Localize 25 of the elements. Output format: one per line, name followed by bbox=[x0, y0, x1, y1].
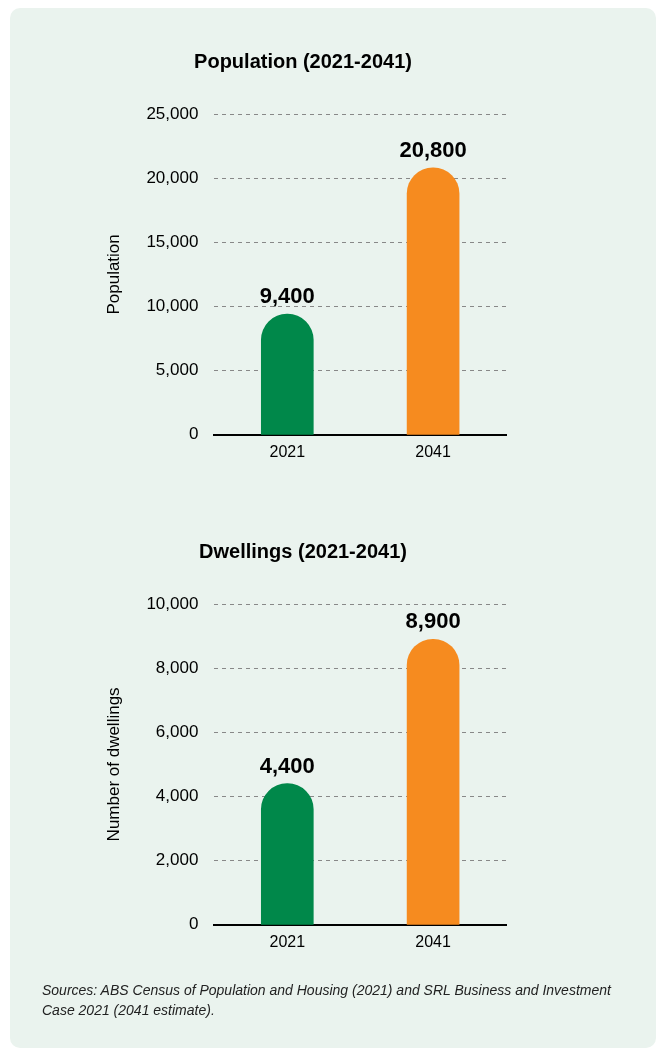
data-label: 4,400 bbox=[259, 752, 315, 778]
y-tick-label: 0 bbox=[188, 424, 199, 444]
source-note: Sources: ABS Census of Population and Housing (2021) and SRL Business and Investment Case 2021 (2041 estimate). bbox=[42, 981, 613, 1020]
y-tick-label: 5,000 bbox=[155, 360, 199, 380]
y-axis-title: Population bbox=[103, 234, 123, 315]
y-tick-label: 10,000 bbox=[146, 296, 199, 316]
data-label: 8,900 bbox=[405, 608, 461, 634]
x-tick-label: 2021 bbox=[269, 442, 306, 460]
y-tick-label: 6,000 bbox=[155, 722, 199, 742]
y-tick-label: 8,000 bbox=[155, 657, 199, 677]
chart-title: Dwellings (2021-2041) bbox=[199, 539, 407, 562]
y-tick-label: 0 bbox=[188, 914, 199, 934]
x-tick-label: 2041 bbox=[415, 932, 451, 950]
x-tick-label: 2041 bbox=[415, 442, 451, 460]
y-tick-label: 15,000 bbox=[146, 232, 199, 252]
y-tick-label: 4,000 bbox=[155, 786, 199, 806]
y-axis-title: Number of dwellings bbox=[103, 687, 123, 842]
y-tick-label: 20,000 bbox=[146, 167, 199, 187]
y-tick-label: 25,000 bbox=[146, 103, 199, 123]
data-label: 20,800 bbox=[399, 136, 467, 162]
x-tick-label: 2021 bbox=[269, 932, 306, 950]
y-tick-label: 10,000 bbox=[146, 593, 199, 613]
data-label: 9,400 bbox=[259, 283, 315, 309]
y-tick-label: 2,000 bbox=[155, 850, 199, 870]
chart-title: Population (2021-2041) bbox=[194, 49, 412, 72]
